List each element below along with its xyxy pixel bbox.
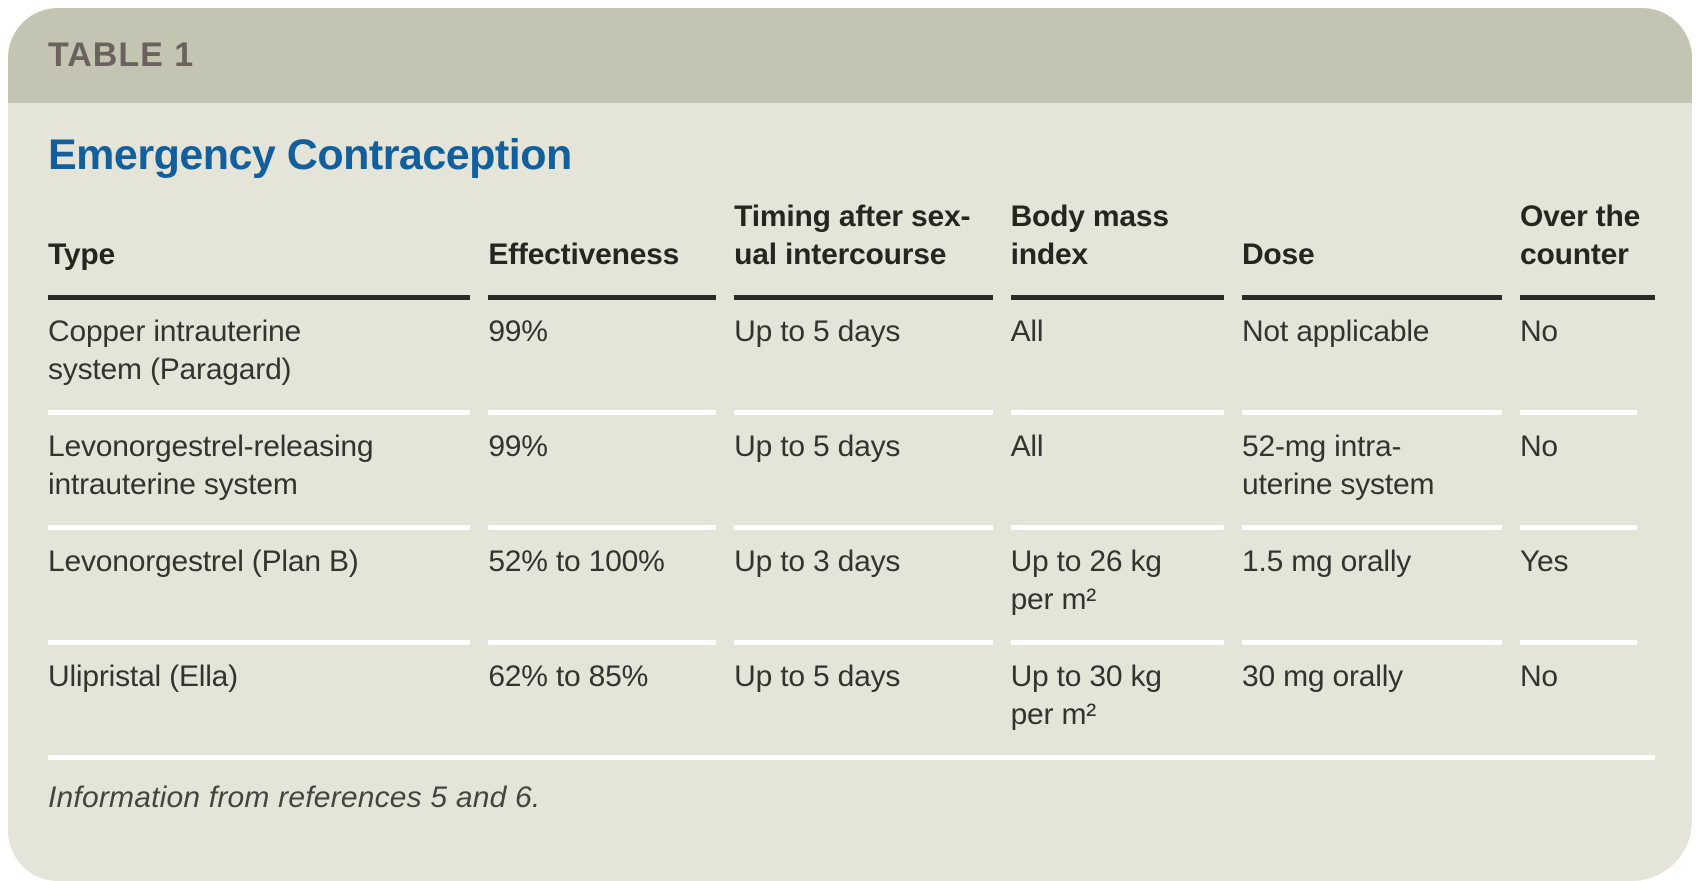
table-row: Copper intrauterine system (Paragard) 99… — [48, 300, 1655, 415]
cell-bmi: All — [1010, 415, 1242, 530]
column-header-otc: Over the counter — [1519, 198, 1655, 300]
table-kicker: TABLE 1 — [48, 36, 195, 74]
emergency-contraception-table: Type Effectiveness Timing after sex- ual… — [48, 198, 1655, 760]
table-kicker-bar: TABLE 1 — [8, 8, 1692, 103]
cell-timing: Up to 5 days — [734, 415, 1011, 530]
cell-type: Levonorgestrel-releasing intrauterine sy… — [48, 415, 489, 530]
cell-timing: Up to 5 days — [734, 645, 1011, 760]
table-title: Emergency Contraception — [48, 131, 572, 179]
table-row: Levonorgestrel (Plan B) 52% to 100% Up t… — [48, 530, 1655, 645]
cell-effectiveness: 99% — [488, 415, 735, 530]
cell-dose: Not applicable — [1241, 300, 1520, 415]
column-header-bmi: Body mass index — [1010, 198, 1242, 300]
cell-otc: Yes — [1519, 530, 1655, 645]
column-header-dose: Dose — [1241, 198, 1520, 300]
column-header-effectiveness: Effectiveness — [488, 198, 735, 300]
table-panel: TABLE 1 Emergency Contraception Type Eff… — [8, 8, 1692, 881]
cell-bmi: Up to 30 kg per m² — [1010, 645, 1242, 760]
table-row: Ulipristal (Ella) 62% to 85% Up to 5 day… — [48, 645, 1655, 760]
cell-dose: 30 mg orally — [1241, 645, 1520, 760]
cell-type: Levonorgestrel (Plan B) — [48, 530, 489, 645]
cell-otc: No — [1519, 300, 1655, 415]
cell-timing: Up to 5 days — [734, 300, 1011, 415]
column-header-type: Type — [48, 198, 489, 300]
source-footnote: Information from references 5 and 6. — [48, 781, 541, 814]
cell-type: Copper intrauterine system (Paragard) — [48, 300, 489, 415]
cell-bmi: All — [1010, 300, 1242, 415]
cell-otc: No — [1519, 415, 1655, 530]
cell-bmi: Up to 26 kg per m² — [1010, 530, 1242, 645]
header-row: Type Effectiveness Timing after sex- ual… — [48, 198, 1655, 300]
cell-dose: 1.5 mg orally — [1241, 530, 1520, 645]
cell-effectiveness: 99% — [488, 300, 735, 415]
table-row: Levonorgestrel-releasing intrauterine sy… — [48, 415, 1655, 530]
cell-otc: No — [1519, 645, 1655, 760]
cell-dose: 52-mg intra- uterine system — [1241, 415, 1520, 530]
column-header-timing: Timing after sex- ual intercourse — [734, 198, 1011, 300]
cell-effectiveness: 62% to 85% — [488, 645, 735, 760]
table-content: Emergency Contraception Type Effectivene… — [8, 130, 1692, 815]
cell-effectiveness: 52% to 100% — [488, 530, 735, 645]
cell-type: Ulipristal (Ella) — [48, 645, 489, 760]
cell-timing: Up to 3 days — [734, 530, 1011, 645]
